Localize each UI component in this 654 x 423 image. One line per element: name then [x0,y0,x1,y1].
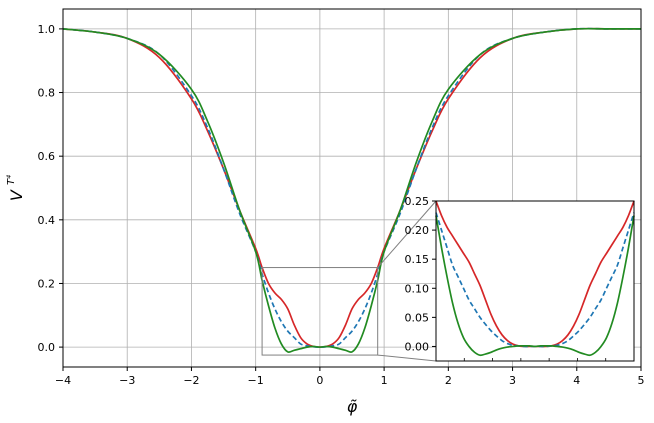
y-axis-label-base: V [7,189,26,201]
y-tick-label: 0.8 [38,87,56,100]
inset-y-tick-label: 0.20 [405,224,430,237]
inset-y-tick-label: 0.10 [405,282,430,295]
inset-y-tick-label: 0.00 [405,340,430,353]
x-tick-label: −2 [183,374,199,387]
y-tick-label: 0.0 [38,341,56,354]
inset-x-axis-ticks [463,358,607,361]
y-axis-ticks: 0.0 0.2 0.4 0.6 0.8 1.0 [38,23,63,354]
y-tick-label: 0.2 [38,277,56,290]
y-axis-label: V T⁴ [5,175,26,201]
x-tick-label: 1 [381,374,388,387]
inset-y-tick-label: 0.25 [405,195,430,208]
x-tick-label: 5 [638,374,645,387]
x-tick-label: −1 [248,374,264,387]
inset-connector-line [377,354,437,362]
inset-series-group [435,200,635,357]
y-tick-label: 1.0 [38,23,56,36]
x-tick-label: 3 [509,374,516,387]
main-plot-frame [62,8,642,368]
inset-y-tick-label: 0.15 [405,253,430,266]
inset-plot-frame [435,200,635,362]
inset-y-axis-ticks: 0.00 0.05 0.10 0.15 0.20 0.25 [405,195,436,353]
x-axis-label: φ̃ [347,397,358,416]
inset-zoom-region [261,267,379,356]
y-tick-label: 0.6 [38,150,56,163]
inset-connector-line [377,200,437,268]
x-tick-label: −4 [55,374,71,387]
series-line-2 [62,27,641,354]
x-tick-label: 2 [445,374,452,387]
y-tick-label: 0.4 [38,214,56,227]
x-axis-ticks: −4 −3 −2 −1 0 1 2 3 4 5 [55,367,645,387]
x-tick-label: 4 [573,374,580,387]
x-tick-label: −3 [119,374,135,387]
inset-background [436,201,634,361]
inset-y-tick-label: 0.05 [405,311,430,324]
main-series-group [62,27,641,354]
x-tick-label: 0 [316,374,323,387]
y-axis-label-superscript: T⁴ [5,175,17,185]
inset-series-line-2 [435,215,635,357]
